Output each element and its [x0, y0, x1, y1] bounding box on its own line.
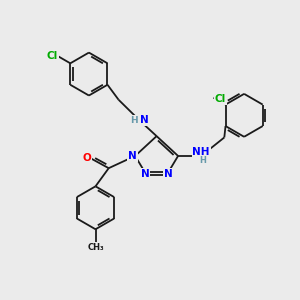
- Text: N: N: [141, 169, 149, 179]
- Text: Cl: Cl: [214, 94, 226, 104]
- Text: N: N: [128, 151, 137, 161]
- Text: CH₃: CH₃: [87, 243, 104, 252]
- Text: N: N: [140, 115, 149, 125]
- Text: N: N: [164, 169, 172, 179]
- Text: Cl: Cl: [47, 51, 58, 62]
- Text: O: O: [83, 153, 92, 163]
- Text: H: H: [130, 116, 138, 125]
- Text: H: H: [200, 156, 206, 165]
- Text: NH: NH: [192, 147, 210, 157]
